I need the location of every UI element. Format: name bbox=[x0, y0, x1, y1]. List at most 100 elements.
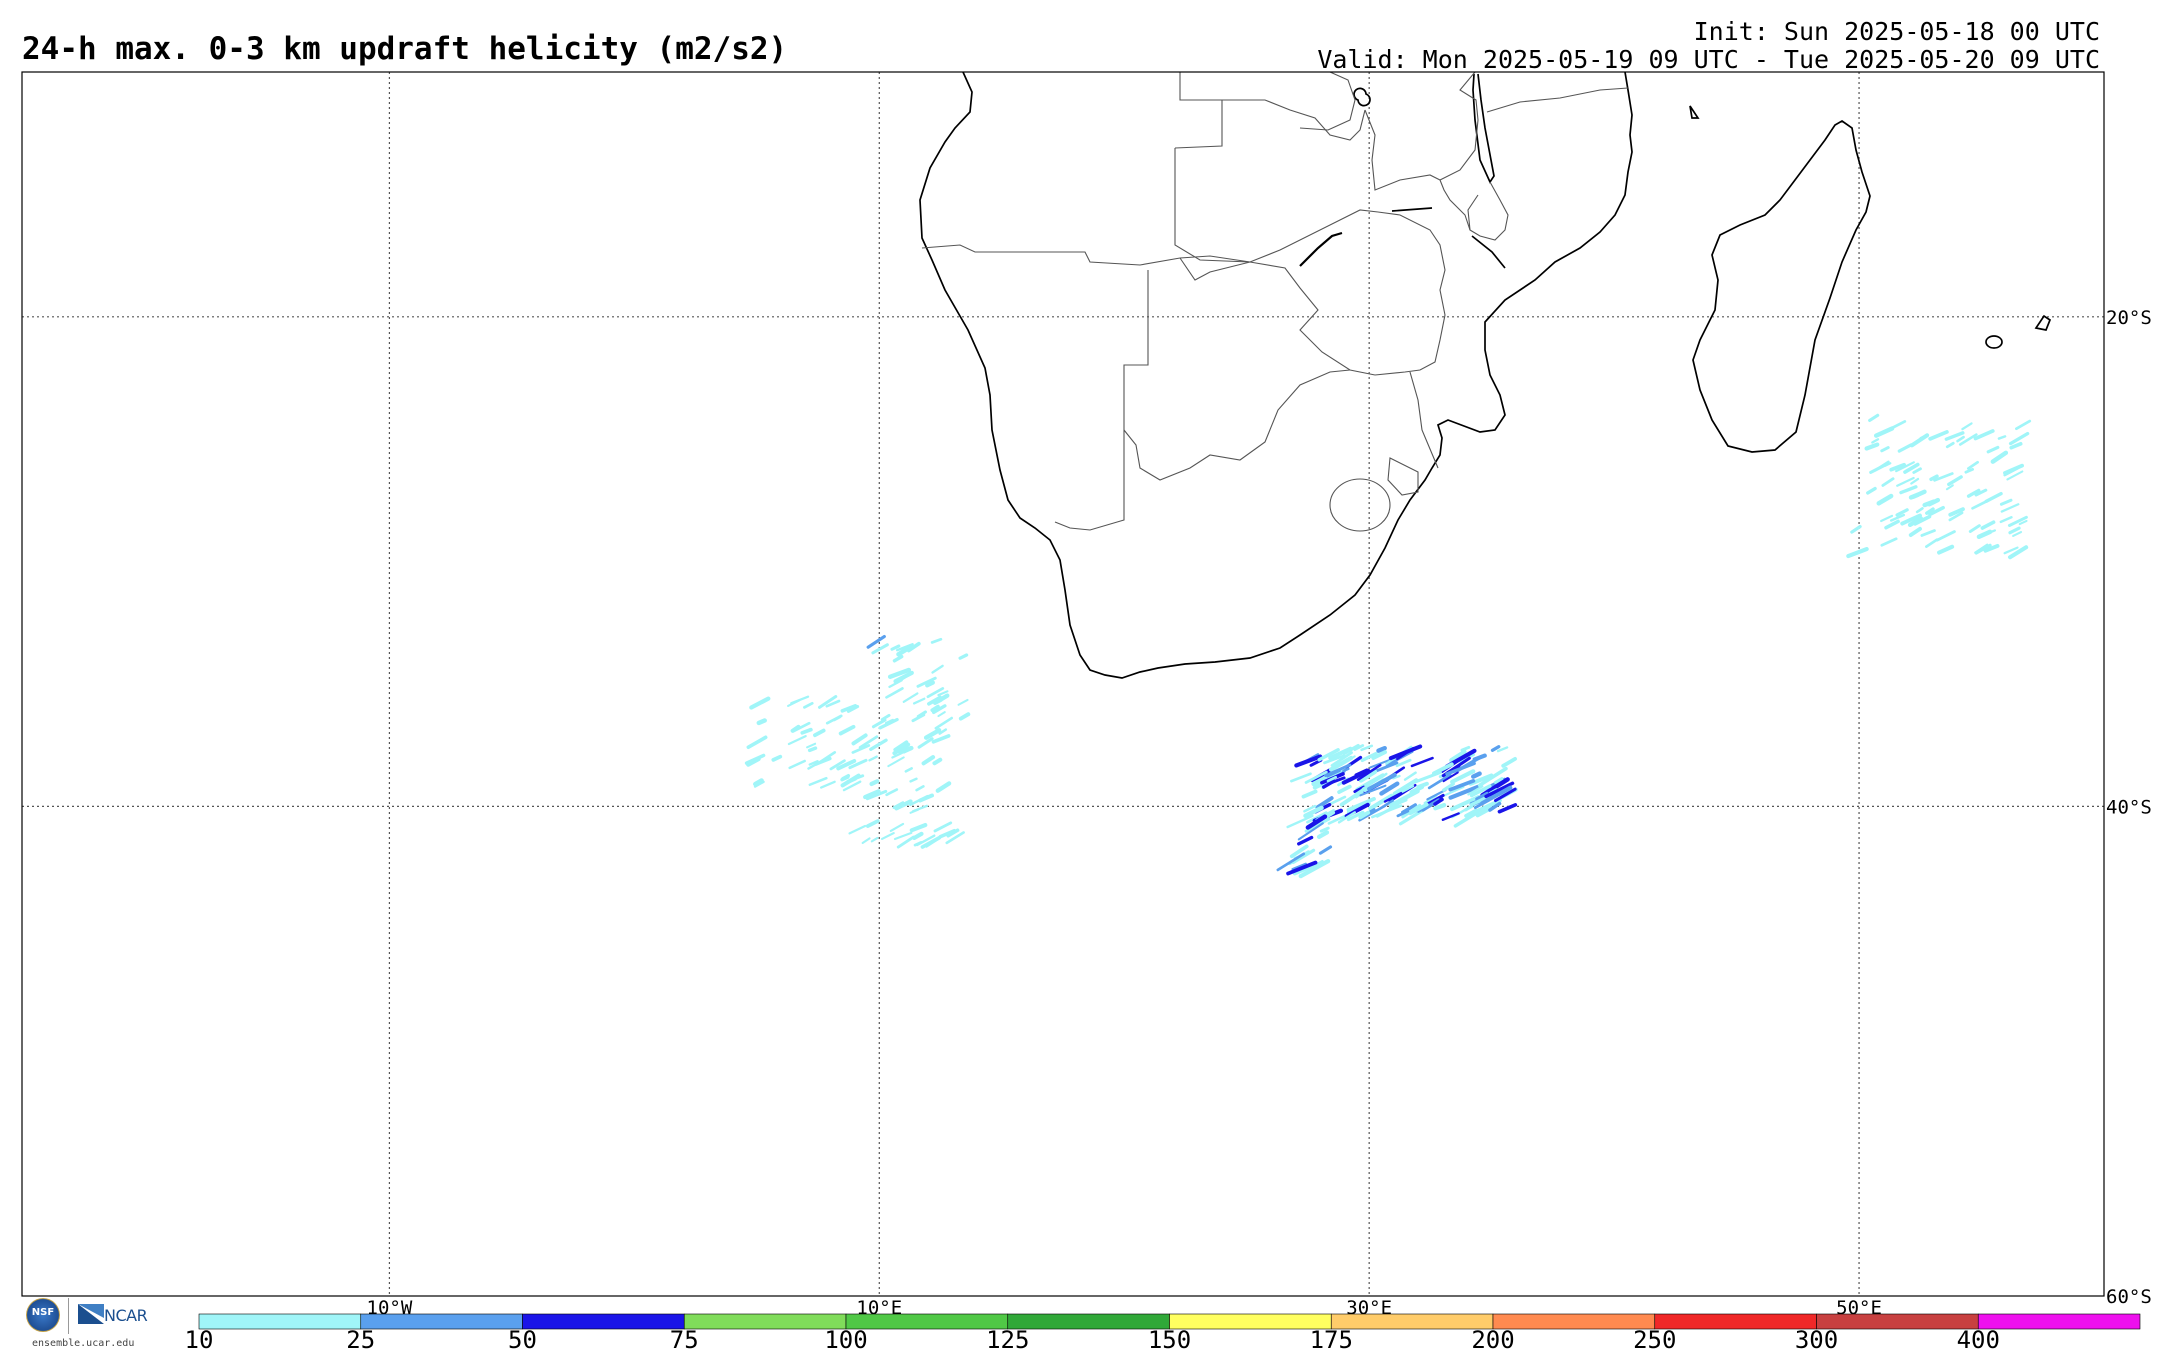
helicity-streak bbox=[1323, 754, 1346, 765]
helicity-streak bbox=[938, 728, 948, 735]
helicity-streak bbox=[2008, 431, 2030, 446]
helicity-streak bbox=[858, 735, 879, 749]
helicity-streak bbox=[1501, 756, 1517, 768]
helicity-streak bbox=[863, 789, 881, 800]
helicity-streak bbox=[1477, 766, 1508, 788]
helicity-streak bbox=[803, 701, 814, 709]
helicity-streak bbox=[2018, 519, 2028, 526]
colorbar-bin bbox=[1330, 1313, 1494, 1330]
helicity-streak bbox=[1897, 443, 1913, 453]
helicity-streak bbox=[1286, 814, 1314, 829]
helicity-streak bbox=[1911, 489, 1927, 499]
helicity-streak bbox=[1880, 514, 1894, 523]
helicity-streak bbox=[1449, 749, 1467, 763]
axis-labels: 10°W 10°E 30°E 50°E 20°S 40°S 60°S bbox=[367, 307, 2152, 1319]
helicity-streak bbox=[1306, 811, 1328, 824]
helicity-streak bbox=[1297, 835, 1314, 846]
helicity-streak bbox=[1895, 461, 1915, 473]
helicity-streak bbox=[916, 710, 927, 718]
helicity-streak bbox=[1289, 844, 1309, 859]
helicity-streak bbox=[2007, 515, 2028, 527]
colorbar-bin bbox=[683, 1313, 847, 1330]
helicity-streak bbox=[1376, 745, 1387, 753]
colorbar-label: 150 bbox=[1148, 1326, 1191, 1354]
helicity-streak bbox=[1360, 751, 1378, 763]
helicity-streak bbox=[931, 704, 947, 715]
colorbar-bin bbox=[1977, 1313, 2141, 1330]
helicity-streak bbox=[931, 734, 951, 744]
helicity-streak bbox=[923, 728, 942, 740]
helicity-streak bbox=[887, 756, 905, 768]
colorbar: 10 25 50 75 100 125 150 175 200 250 300 400 bbox=[185, 1313, 2141, 1354]
colorbar-bin bbox=[1492, 1313, 1656, 1330]
helicity-streak bbox=[1464, 808, 1478, 818]
helicity-streak bbox=[1866, 486, 1877, 495]
mauritius-island bbox=[2034, 314, 2052, 331]
helicity-streak bbox=[808, 760, 819, 766]
helicity-streak bbox=[1453, 810, 1479, 828]
helicity-streak bbox=[1927, 497, 1941, 507]
helicity-streak bbox=[902, 746, 914, 754]
helicity-streak bbox=[892, 742, 911, 756]
helicity-streak bbox=[909, 822, 928, 833]
colorbar-bin bbox=[845, 1313, 1009, 1330]
helicity-streak bbox=[1369, 757, 1394, 769]
helicity-streak bbox=[1475, 791, 1489, 801]
helicity-streak bbox=[749, 696, 771, 710]
helicity-streak bbox=[1450, 769, 1476, 784]
map-title: 24-h max. 0-3 km updraft helicity (m2/s2… bbox=[22, 31, 788, 67]
helicity-streak bbox=[1469, 784, 1492, 798]
helicity-streak bbox=[1395, 758, 1412, 768]
latitude-label: 40°S bbox=[2106, 796, 2152, 818]
helicity-streak bbox=[1896, 476, 1915, 487]
helicity-streak bbox=[1297, 822, 1324, 841]
helicity-streak bbox=[1968, 524, 1981, 533]
helicity-streak bbox=[930, 637, 943, 644]
reunion-island bbox=[1985, 335, 2003, 349]
helicity-streak bbox=[1358, 804, 1387, 822]
ncar-mark-icon bbox=[78, 1304, 104, 1324]
helicity-streak bbox=[788, 759, 806, 770]
helicity-streak bbox=[1403, 771, 1417, 781]
helicity-streak bbox=[756, 718, 767, 726]
helicity-streak bbox=[1286, 860, 1318, 876]
logo-block: NSF NCAR ensemble.ucar.edu bbox=[22, 1298, 172, 1349]
africa-coastline bbox=[919, 72, 1633, 679]
helicity-streak bbox=[916, 676, 937, 688]
helicity-streak bbox=[1999, 498, 2013, 506]
helicity-streak bbox=[1880, 537, 1898, 547]
helicity-streak bbox=[1375, 806, 1394, 818]
helicity-streak bbox=[1433, 797, 1444, 806]
colorbar-label: 125 bbox=[986, 1326, 1029, 1354]
helicity-streak bbox=[909, 808, 920, 814]
helicity-streak bbox=[1330, 751, 1353, 767]
helicity-streak bbox=[744, 753, 766, 765]
helicity-streak bbox=[894, 799, 913, 811]
helicity-streak bbox=[1986, 445, 2000, 454]
helicity-streak bbox=[1442, 782, 1455, 792]
helicity-streak bbox=[896, 644, 914, 657]
helicity-streak bbox=[1368, 793, 1394, 811]
helicity-streak bbox=[937, 711, 946, 718]
helicity-streak bbox=[1379, 781, 1400, 796]
helicity-streak bbox=[825, 699, 841, 708]
helicity-streak bbox=[787, 734, 807, 746]
helicity-streak bbox=[865, 819, 880, 828]
madagascar-coastline bbox=[1692, 119, 1871, 453]
helicity-streak bbox=[885, 687, 904, 699]
helicity-streak bbox=[931, 664, 944, 674]
helicity-streak bbox=[913, 841, 923, 847]
helicity-streak bbox=[1850, 524, 1862, 534]
zambezi-delta bbox=[1471, 235, 1506, 269]
helicity-streak bbox=[869, 779, 880, 787]
helicity-streak bbox=[842, 780, 862, 792]
helicity-streak bbox=[1319, 826, 1330, 833]
helicity-streak bbox=[912, 831, 924, 841]
helicity-streak bbox=[1476, 798, 1502, 813]
helicity-streak bbox=[1324, 763, 1352, 778]
colorbar-bin bbox=[1654, 1313, 1817, 1330]
helicity-streak bbox=[1974, 488, 1988, 497]
helicity-streak bbox=[1964, 467, 1974, 474]
helicity-streak bbox=[1389, 789, 1420, 808]
colorbar-bin bbox=[1816, 1313, 1979, 1330]
